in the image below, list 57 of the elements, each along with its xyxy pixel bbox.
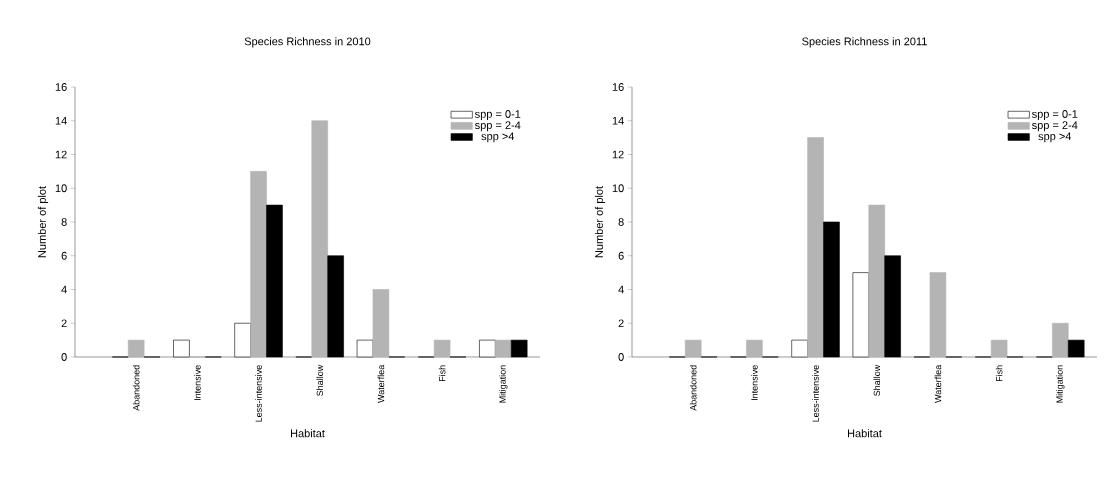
bar: [684, 339, 702, 358]
x-tick-label: Mitigation: [1056, 365, 1065, 403]
chart-title: Species Richness in 2010: [244, 37, 371, 48]
bar: [495, 339, 512, 358]
x-tick-label: Less-intensive: [255, 365, 262, 422]
x-tick-label: Abandoned: [689, 365, 697, 411]
legend-label: spp = 0-1: [474, 110, 521, 121]
bar: [929, 272, 947, 358]
bar: [807, 137, 824, 358]
x-tick-label: Mitigation: [499, 365, 508, 403]
bar: [311, 120, 328, 358]
y-tick-label: 4: [618, 285, 624, 294]
legend-label: spp >4: [481, 132, 515, 143]
x-tick-label: Less-intensive: [812, 365, 819, 422]
x-tick-label: Shallow: [316, 364, 324, 396]
y-tick-label: 10: [612, 184, 624, 193]
bar: [250, 171, 267, 358]
x-tick-label: Fish: [438, 365, 446, 382]
y-tick-label: 14: [55, 116, 67, 125]
legend-label: spp = 2-4: [474, 121, 521, 132]
x-tick-label: Intensive: [751, 365, 758, 400]
legend-label: spp = 2-4: [1032, 121, 1078, 132]
x-tick-label: Shallow: [873, 364, 881, 396]
y-tick-label: 12: [612, 150, 624, 159]
y-tick-label: 2: [61, 319, 67, 328]
y-tick-label: 0: [618, 353, 624, 361]
bar: [1052, 322, 1069, 358]
y-tick-label: 0: [61, 353, 67, 361]
x-axis-title: Habitat: [290, 429, 325, 438]
x-tick-label: Fish: [995, 365, 1003, 382]
y-tick-label: 4: [61, 285, 67, 294]
bar: [372, 289, 390, 358]
y-tick-label: 6: [618, 251, 624, 260]
bar: [127, 339, 145, 358]
x-tick-label: Intensive: [194, 365, 201, 400]
y-axis-title: Number of plot: [37, 186, 49, 258]
legend-label: spp >4: [1038, 132, 1072, 143]
y-tick-label: 16: [612, 83, 624, 91]
bar: [433, 339, 451, 358]
y-tick-label: 2: [618, 319, 624, 328]
y-tick-label: 6: [61, 251, 67, 260]
legend-label: spp = 0-1: [1032, 110, 1078, 121]
x-tick-label: Abandoned: [132, 365, 140, 411]
y-tick-label: 8: [618, 218, 624, 226]
bar: [746, 339, 763, 358]
y-tick-label: 16: [55, 83, 67, 91]
y-tick-label: 12: [55, 150, 67, 159]
y-tick-label: 14: [612, 116, 624, 125]
bar: [868, 204, 885, 358]
y-tick-label: 10: [55, 184, 67, 193]
x-axis-title: Habitat: [847, 429, 882, 438]
x-tick-label: Waterflea: [377, 364, 385, 403]
bar: [990, 339, 1008, 358]
y-axis-title: Number of plot: [594, 186, 606, 258]
chart-title: Species Richness in 2011: [802, 37, 927, 48]
x-tick-label: Waterflea: [934, 364, 942, 403]
y-tick-label: 8: [61, 218, 67, 226]
